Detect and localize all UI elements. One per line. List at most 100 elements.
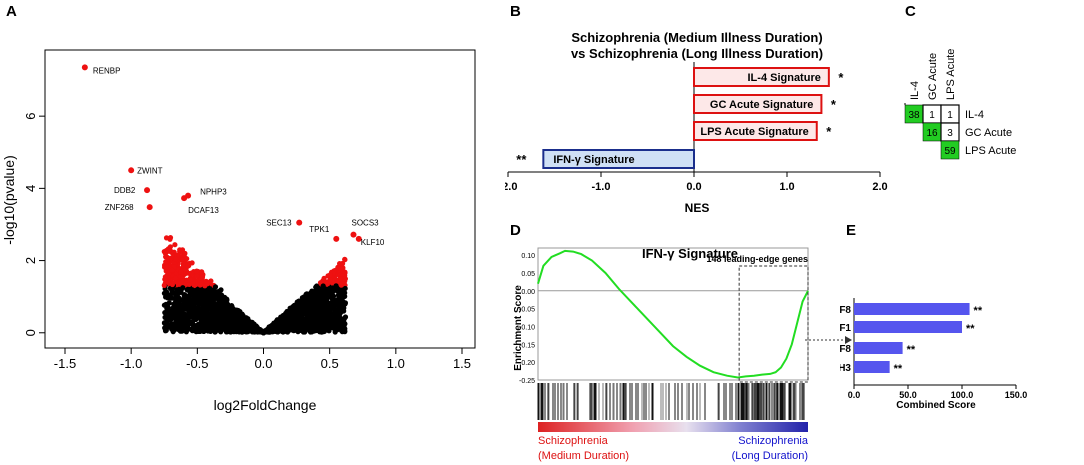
volcano-point [337,276,344,282]
volcano-gene-label: DDB2 [114,186,136,195]
gsea-right-label-1: Schizophrenia [738,435,809,447]
volcano-point [170,308,176,314]
nes-significance-marker: * [838,70,844,85]
volcano-point [216,297,222,303]
volcano-point [215,290,221,296]
volcano-point [328,312,335,318]
volcano-point [161,282,167,288]
volcano-xtick-label: 1.0 [387,356,405,371]
volcano-point [239,311,245,317]
volcano-point [315,314,321,320]
volcano-point [341,300,347,306]
volcano-point [336,320,342,326]
volcano-labeled-point [296,219,303,226]
gsea-ytick-label: 0.05 [521,271,535,278]
volcano-point [174,299,180,305]
volcano-point [250,327,257,333]
gsea-ytick-label: 0.10 [521,253,535,260]
volcano-point [185,286,191,292]
volcano-point [162,274,168,280]
volcano-point [197,328,203,334]
volcano-point [169,281,175,288]
volcano-point [185,263,191,269]
tf-bar-label: NR1H3 [840,363,851,374]
volcano-point [168,255,174,261]
nes-xtick-label: -1.0 [592,181,611,193]
tf-significance-marker: ** [894,363,903,375]
tf-significance-marker: ** [966,323,975,335]
volcano-point [281,324,287,330]
volcano-plot: RENBP ZWINT DDB2 ZNF268 NPHP3 DCAF13 SEC13 TPK1… [1,49,476,413]
volcano-point [342,326,348,332]
volcano-point [319,325,325,331]
volcano-point [175,303,181,309]
overlap-col-header: IL-4 [909,81,921,100]
gsea-ytick-label: 0.00 [521,289,535,296]
volcano-point [218,303,224,309]
panel-letter-b: B [510,3,521,20]
volcano-point [173,318,179,324]
nes-bar-label: LPS Acute Signature [700,126,808,138]
volcano-point [301,308,308,314]
volcano-point [187,277,193,283]
gsea-ytick-label: -0.20 [519,360,535,367]
volcano-point [180,306,186,312]
volcano-point [341,293,347,299]
volcano-labeled-point [181,195,188,202]
volcano-point [199,274,206,280]
volcano-point [312,310,319,316]
volcano-point [312,297,318,303]
volcano-ytick-label: 0 [23,329,38,336]
volcano-point [329,321,335,327]
volcano-point [207,310,213,317]
volcano-point [324,306,330,312]
gsea-rank-gradient [538,422,808,432]
volcano-point [161,302,167,308]
volcano-point [304,291,310,297]
tf-xtick-label: 100.0 [951,390,974,400]
volcano-point [212,284,219,290]
tf-bar-label: IRF1 [840,323,851,334]
volcano-point [308,321,314,328]
nes-significance-marker: * [826,124,832,139]
volcano-point [181,293,187,299]
volcano-point [218,310,224,316]
tf-bar [854,342,903,354]
volcano-ytick-label: 4 [23,185,38,192]
nes-significance-marker: * [831,97,837,112]
volcano-labeled-point [333,235,340,242]
volcano-point [297,302,304,308]
panel-letter-e: E [846,222,857,239]
volcano-point [300,295,306,301]
volcano-point [286,313,292,319]
gsea-leading-edge-label: 148 leading-edge genes [706,254,808,264]
volcano-point [207,322,213,329]
nes-xlabel: NES [685,201,710,215]
volcano-point [229,304,235,310]
volcano-point [183,321,189,327]
volcano-point [174,287,180,293]
tf-bar [854,361,890,373]
overlap-cell [940,140,960,160]
volcano-point [177,247,183,253]
gsea-right-label-2: (Long Duration) [732,450,808,462]
volcano-labeled-point [144,187,151,194]
panel-letter-d: D [510,222,521,239]
volcano-point [337,293,343,299]
volcano-point [327,285,333,291]
tf-xtick-label: 0.0 [848,390,861,400]
volcano-point [167,236,173,242]
volcano-point [180,261,186,267]
volcano-point [196,305,202,311]
overlap-col-header: GC Acute [927,53,939,100]
panel-letter-a: A [6,3,17,20]
tf-bar [854,321,962,333]
volcano-xtick-label: 0.0 [254,356,272,371]
overlap-row-header: GC Acute [965,127,1012,139]
overlap-cell-value: 1 [929,110,935,121]
volcano-point [184,256,190,262]
volcano-point [319,307,325,313]
volcano-point [197,323,203,329]
volcano-point [203,310,209,316]
volcano-xtick-label: 1.5 [453,356,471,371]
